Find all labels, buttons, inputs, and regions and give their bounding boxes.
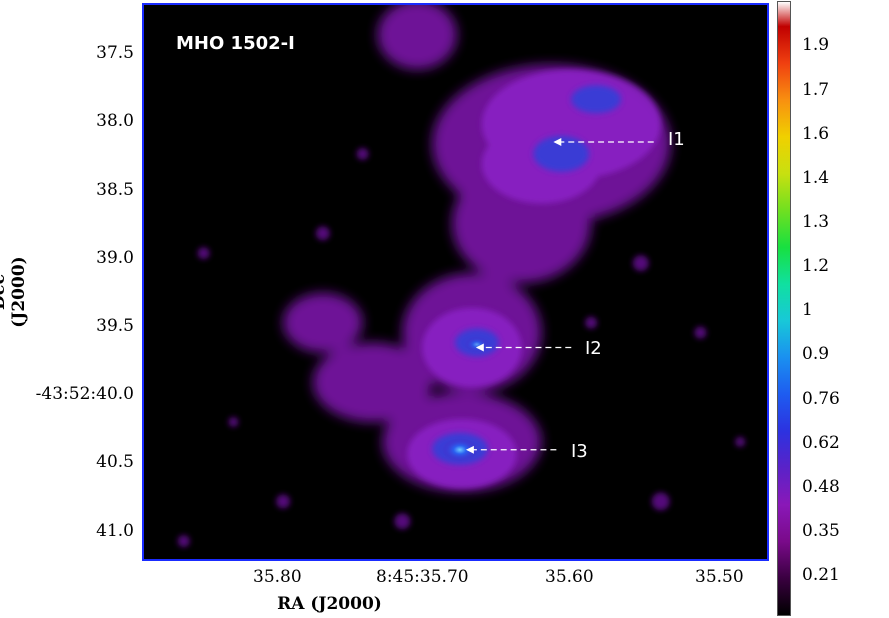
- colorbar-label: 0.35: [802, 521, 840, 541]
- colorbar-label: 0.62: [802, 433, 840, 453]
- colorbar-label: 1.4: [802, 168, 830, 188]
- ytick-label: 39.5: [96, 316, 134, 336]
- colorbar-label: 1.2: [802, 256, 830, 276]
- ytick-label: 41.0: [96, 521, 134, 541]
- colorbar-label: 0.9: [802, 344, 830, 364]
- colorbar-label: 1.7: [802, 80, 830, 100]
- ytick-label: 40.5: [96, 452, 134, 472]
- x-axis-label: RA (J2000): [277, 594, 382, 614]
- colorbar: [777, 1, 791, 616]
- annotation-i1: I1: [668, 129, 685, 150]
- image-panel: MHO 1502-I I1 I2 I3: [142, 3, 769, 561]
- annotation-i2: I2: [585, 338, 602, 359]
- image-title: MHO 1502-I: [176, 33, 295, 54]
- xtick-label: 35.50: [695, 567, 744, 587]
- y-axis-label: Dec (J2000): [0, 256, 29, 328]
- emission-map: [177, 5, 746, 548]
- ytick-label: 37.5: [96, 43, 134, 63]
- xtick-label: 35.80: [253, 567, 302, 587]
- colorbar-label: 1.9: [802, 35, 830, 55]
- xtick-label: 35.60: [545, 567, 594, 587]
- colorbar-label: 1: [802, 300, 813, 320]
- xtick-label: 8:45:35.70: [376, 567, 469, 587]
- ytick-label: 38.0: [96, 111, 134, 131]
- colorbar-label: 0.21: [802, 565, 840, 585]
- ytick-label: 39.0: [96, 248, 134, 268]
- colorbar-label: 1.6: [802, 124, 830, 144]
- colorbar-label: 0.48: [802, 477, 840, 497]
- ytick-label: -43:52:40.0: [35, 384, 134, 404]
- ytick-label: 38.5: [96, 180, 134, 200]
- annotation-i3: I3: [571, 441, 588, 462]
- colorbar-label: 0.76: [802, 389, 840, 409]
- colorbar-label: 1.3: [802, 212, 830, 232]
